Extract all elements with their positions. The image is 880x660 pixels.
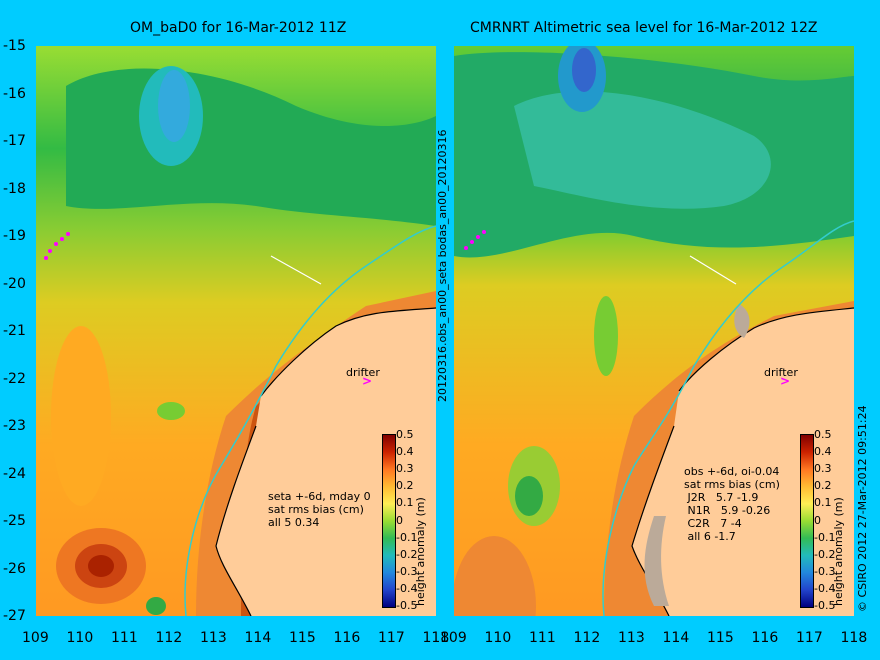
right-map-title: CMRNRT Altimetric sea level for 16-Mar-2… [470,20,818,36]
left-x-tick-label: 112 [155,630,183,646]
y-tick-label: -19 [3,228,26,244]
y-tick-label: -17 [3,133,26,149]
right-colorbar [800,434,814,608]
y-tick-label: -25 [3,513,26,529]
left-x-tick-label: 115 [289,630,316,646]
right-x-tick-label: 112 [573,630,601,646]
colorbar-tick-label: 0.2 [814,479,832,493]
y-tick-label: -20 [3,275,26,292]
colorbar-tick-label: 0.3 [396,462,414,476]
left-map-panel[interactable] [36,46,436,616]
right-x-tick-label: 116 [751,630,779,646]
left-map-annotation: seta +-6d, mday 0 sat rms bias (cm) all … [268,490,371,529]
colorbar-tick-label: 0.2 [396,479,414,493]
left-x-tick-label: 116 [333,630,361,646]
colorbar-tick-label: 0.4 [396,445,414,459]
colorbar-tick-label: -0.3 [396,564,418,578]
right-x-tick-label: 110 [484,630,512,646]
colorbar-tick-label: -0.5 [396,599,418,612]
left-x-tick-label: 109 [22,630,49,646]
right-x-tick-label: 113 [618,630,645,646]
left-drifter-arrow-icon: > [362,374,373,388]
right-map-image [454,46,854,616]
y-tick-label: -24 [3,465,26,482]
colorbar-tick-label: -0.1 [814,530,836,544]
left-x-tick-label: 110 [66,630,94,646]
colorbar-tick-label: 0.5 [814,428,832,441]
colorbar-tick-label: -0.2 [814,547,836,561]
right-x-tick-label: 117 [796,630,823,646]
y-tick-label: -15 [3,38,26,54]
right-x-tick-label: 114 [662,630,690,646]
left-x-tick-label: 117 [378,630,405,646]
y-tick-label: -23 [3,418,26,434]
y-tick-label: -26 [3,560,26,577]
colorbar-tick-label: -0.5 [814,599,836,612]
y-tick-label: -27 [3,608,26,624]
colorbar-tick-label: 0.5 [396,428,414,441]
y-tick-label: -18 [3,180,26,197]
middle-side-label: 20120316.obs_an00_seta bodas_an00_201203… [436,129,449,402]
left-drifter-label: drifter [346,366,380,379]
y-tick-label: -21 [3,323,26,339]
right-x-tick-label: 111 [529,630,556,646]
right-x-tick-label: 118 [840,630,868,646]
right-x-tick-label: 109 [440,630,467,646]
y-tick-label: -16 [3,85,26,102]
left-x-tick-label: 118 [422,630,450,646]
right-side-label: © CSIRO 2012 27-Mar-2012 09:51:24 [856,405,869,612]
left-map-image [36,46,436,616]
colorbar-tick-label: -0.4 [814,581,836,595]
right-drifter-arrow-icon: > [780,374,791,388]
right-drifter-label: drifter [764,366,798,379]
colorbar-tick-label: -0.3 [814,564,836,578]
left-colorbar [382,434,396,608]
left-x-tick-label: 114 [244,630,272,646]
colorbar-tick-label: 0.1 [396,496,414,510]
right-map-panel[interactable] [454,46,854,616]
right-map-annotation: obs +-6d, oi-0.04 sat rms bias (cm) J2R … [684,465,780,543]
colorbar-tick-label: -0.1 [396,530,418,544]
colorbar-tick-label: 0.1 [814,496,832,510]
colorbar-tick-label: 0.3 [814,462,832,476]
left-x-tick-label: 113 [200,630,227,646]
colorbar-tick-label: -0.4 [396,581,418,595]
colorbar-tick-label: -0.2 [396,547,418,561]
right-x-tick-label: 115 [707,630,734,646]
y-tick-label: -22 [3,370,26,387]
colorbar-tick-label: 0 [814,513,821,527]
left-colorbar-label: height anomaly (m) [414,497,427,606]
right-colorbar-label: height anomaly (m) [832,497,845,606]
colorbar-tick-label: 0 [396,513,403,527]
colorbar-tick-label: 0.4 [814,445,832,459]
left-x-tick-label: 111 [111,630,138,646]
left-map-title: OM_baD0 for 16-Mar-2012 11Z [130,20,347,36]
